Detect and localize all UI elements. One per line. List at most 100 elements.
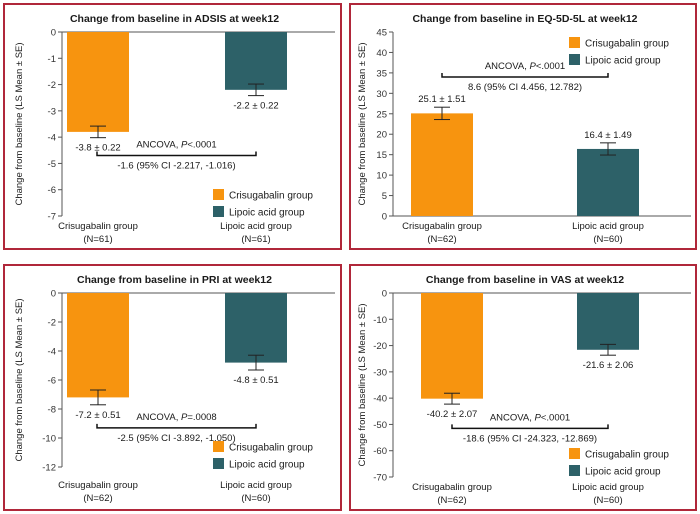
legend-label: Crisugabalin group: [229, 191, 313, 202]
y-tick-label: -30: [373, 367, 387, 378]
bar: [225, 293, 287, 363]
chart-title: Change from baseline in EQ-5D-5L at week…: [412, 13, 637, 25]
bar: [421, 293, 483, 399]
y-axis-label: Change from baseline (LS Mean ± SE): [357, 42, 368, 205]
y-tick-label: 10: [376, 171, 387, 182]
category-label: Crisugabalin group: [58, 480, 138, 491]
legend-label: Lipoic acid group: [229, 208, 305, 219]
p-value: <.0001: [187, 140, 216, 151]
chart-panel-vas: Change from baseline in VAS at week12 0 -1…: [349, 264, 697, 511]
legend-label: Crisugabalin group: [585, 450, 669, 461]
ancova-label: ANCOVA, P=.0008: [136, 412, 216, 423]
chart-svg: Change from baseline in PRI at week12 0 -2…: [14, 274, 335, 504]
legend-label: Crisugabalin group: [585, 39, 669, 50]
y-tick-label: -10: [42, 434, 56, 445]
data-label: -21.6 ± 2.06: [583, 360, 634, 371]
legend-swatch: [569, 448, 580, 459]
difference-label: -18.6 (95% CI -24.323, -12.869): [463, 433, 597, 444]
p-symbol: P: [530, 61, 537, 72]
bar: [577, 293, 639, 350]
p-symbol: P: [181, 140, 188, 151]
legend-label: Lipoic acid group: [229, 460, 305, 471]
category-label: Lipoic acid group: [220, 480, 292, 491]
legend-swatch: [213, 441, 224, 452]
bar: [67, 32, 129, 132]
category-n-label: (N=62): [83, 493, 112, 504]
data-label: -40.2 ± 2.07: [427, 409, 478, 420]
category-n-label: (N=61): [83, 234, 112, 245]
ancova-prefix: ANCOVA,: [136, 412, 181, 423]
y-tick-label: -40: [373, 394, 387, 405]
category-label: Lipoic acid group: [572, 221, 644, 232]
legend-label: Lipoic acid group: [585, 467, 661, 478]
y-tick-label: -50: [373, 420, 387, 431]
bar: [225, 32, 287, 90]
y-tick-label: 30: [376, 89, 387, 100]
y-tick-label: 0: [382, 289, 387, 300]
y-tick-label: -20: [373, 341, 387, 352]
y-tick-label: -70: [373, 473, 387, 484]
category-label: Lipoic acid group: [572, 482, 644, 493]
y-tick-label: -7: [48, 212, 56, 223]
y-tick-label: -2: [48, 318, 56, 329]
ancova-label: ANCOVA, P<.0001: [136, 140, 216, 151]
y-tick-label: 40: [376, 48, 387, 59]
y-axis-label: Change from baseline (LS Mean ± SE): [14, 42, 25, 205]
y-tick-label: -1: [48, 54, 56, 65]
legend-label: Lipoic acid group: [585, 56, 661, 67]
p-symbol: P: [181, 412, 188, 423]
legend-swatch: [569, 37, 580, 48]
y-axis-label: Change from baseline (LS Mean ± SE): [357, 303, 368, 466]
data-label: -3.8 ± 0.22: [75, 143, 120, 154]
y-tick-label: -4: [48, 133, 56, 144]
chart-title: Change from baseline in ADSIS at week12: [70, 13, 279, 25]
y-tick-label: 0: [382, 212, 387, 223]
p-value: <.0001: [536, 61, 565, 72]
category-label: Crisugabalin group: [58, 221, 138, 232]
difference-label: -2.5 (95% CI -3.892, -1.050): [117, 433, 235, 444]
data-label: -4.8 ± 0.51: [233, 375, 278, 386]
data-label: 16.4 ± 1.49: [584, 130, 631, 141]
difference-label: 8.6 (95% CI 4.456, 12.782): [468, 82, 582, 93]
category-n-label: (N=60): [593, 234, 622, 245]
ancova-prefix: ANCOVA,: [490, 412, 535, 423]
category-n-label: (N=60): [593, 495, 622, 506]
y-tick-label: 20: [376, 130, 387, 141]
y-tick-label: -4: [48, 347, 56, 358]
ancova-label: ANCOVA, P<.0001: [490, 412, 570, 423]
y-axis-label: Change from baseline (LS Mean ± SE): [14, 298, 25, 461]
y-tick-label: -6: [48, 376, 56, 387]
y-tick-label: -6: [48, 185, 56, 196]
y-tick-label: 25: [376, 109, 387, 120]
y-tick-label: 0: [51, 28, 56, 39]
y-tick-label: -2: [48, 80, 56, 91]
chart-panel-eq5d5l: Change from baseline in EQ-5D-5L at week…: [349, 3, 697, 250]
category-label: Crisugabalin group: [412, 482, 492, 493]
y-tick-label: -10: [373, 315, 387, 326]
legend-swatch: [213, 189, 224, 200]
category-n-label: (N=62): [427, 234, 456, 245]
bar: [67, 293, 129, 398]
chart-svg: Change from baseline in VAS at week12 0 -1…: [357, 274, 691, 506]
category-label: Lipoic acid group: [220, 221, 292, 232]
chart-svg: Change from baseline in EQ-5D-5L at week…: [357, 13, 691, 245]
chart-title: Change from baseline in PRI at week12: [77, 274, 272, 286]
data-label: 25.1 ± 1.51: [418, 94, 465, 105]
significance-bracket: [441, 72, 609, 78]
y-tick-label: -8: [48, 405, 56, 416]
y-tick-label: -12: [42, 463, 56, 474]
p-symbol: P: [535, 412, 542, 423]
data-label: -2.2 ± 0.22: [233, 101, 278, 112]
ancova-label: ANCOVA, P<.0001: [485, 61, 565, 72]
y-tick-label: 15: [376, 150, 387, 161]
bar: [577, 148, 639, 216]
significance-bracket: [96, 151, 257, 157]
legend-swatch: [569, 465, 580, 476]
y-tick-label: 45: [376, 28, 387, 39]
y-tick-label: 35: [376, 68, 387, 79]
chart-title: Change from baseline in VAS at week12: [426, 274, 624, 286]
y-tick-label: -5: [48, 159, 56, 170]
bar: [411, 113, 473, 216]
category-n-label: (N=62): [437, 495, 466, 506]
y-tick-label: -3: [48, 106, 56, 117]
